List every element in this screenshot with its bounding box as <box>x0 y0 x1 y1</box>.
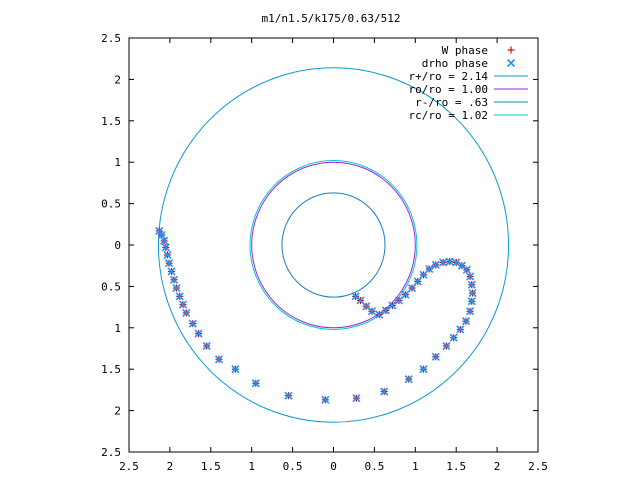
point-1-5 <box>165 259 174 268</box>
point-1-44 <box>401 290 410 299</box>
y-tick-label-6: 0.5 <box>101 280 121 293</box>
point-1-13 <box>194 329 203 338</box>
point-1-45 <box>394 296 404 305</box>
point-1-10 <box>178 300 188 309</box>
point-1-21 <box>380 387 389 396</box>
y-tick-label-2: 1.5 <box>101 115 121 128</box>
y-tick-label-4: 0.5 <box>101 198 121 211</box>
x-tick-label-6: 0.5 <box>364 460 384 473</box>
x-tick-label-0: 2.5 <box>119 460 139 473</box>
circle-2 <box>281 192 386 298</box>
legend-label-5: rc/ro = 1.02 <box>409 109 488 122</box>
point-1-32 <box>467 280 476 289</box>
point-1-25 <box>442 341 451 351</box>
point-1-47 <box>381 306 390 315</box>
point-1-41 <box>419 270 428 279</box>
legend-label-1: drho phase <box>422 57 488 70</box>
point-1-33 <box>466 272 475 281</box>
point-1-38 <box>439 258 448 267</box>
point-1-7 <box>169 275 179 284</box>
reference-circles <box>157 67 510 423</box>
circle-1 <box>251 161 416 329</box>
point-1-12 <box>188 319 197 328</box>
legend-marker-1 <box>506 58 516 68</box>
x-tick-label-7: 1 <box>412 460 419 473</box>
point-1-27 <box>456 325 465 334</box>
point-1-15 <box>214 355 224 364</box>
point-1-26 <box>449 333 458 342</box>
point-1-8 <box>172 283 181 293</box>
point-1-20 <box>352 394 361 403</box>
point-1-16 <box>231 365 240 374</box>
point-1-4 <box>163 250 172 260</box>
y-tick-label-10: 2.5 <box>101 446 121 459</box>
legend-label-2: r+/ro = 2.14 <box>409 70 489 83</box>
point-1-23 <box>419 365 428 374</box>
y-tick-label-8: 1.5 <box>101 363 121 376</box>
point-1-42 <box>413 277 422 286</box>
point-1-28 <box>461 317 471 326</box>
point-1-9 <box>175 292 184 301</box>
point-1-2 <box>160 236 169 245</box>
point-1-24 <box>431 352 440 361</box>
x-tick-label-3: 1 <box>248 460 255 473</box>
circle-3 <box>249 160 418 330</box>
point-1-11 <box>182 308 191 317</box>
point-1-48 <box>375 310 384 319</box>
x-tick-label-5: 0 <box>330 460 337 473</box>
point-1-43 <box>407 283 417 293</box>
legend-label-3: ro/ro = 1.00 <box>409 83 488 96</box>
point-1-31 <box>468 288 477 298</box>
axis-ticks: 2.5 2 1.5 1 0.5 0 0.5 1 1.5 2 2.52.521.510.500.511… <box>101 32 548 473</box>
point-1-37 <box>445 257 454 266</box>
point-1-3 <box>161 243 170 252</box>
x-tick-label-9: 2 <box>494 460 501 473</box>
point-1-22 <box>404 375 413 384</box>
point-1-19 <box>321 395 330 404</box>
x-tick-label-10: 2.5 <box>528 460 548 473</box>
point-1-39 <box>431 260 440 269</box>
point-1-46 <box>388 301 397 310</box>
point-1-1 <box>157 230 166 240</box>
y-tick-label-3: 1 <box>114 156 121 169</box>
circle-0 <box>157 67 510 423</box>
x-tick-label-4: 0.5 <box>283 460 303 473</box>
y-tick-label-1: 2 <box>114 73 121 86</box>
legend-label-4: r-/ro = .63 <box>415 96 488 109</box>
point-1-36 <box>452 258 461 267</box>
point-1-14 <box>202 341 211 351</box>
legend-label-0: W phase <box>442 44 488 57</box>
y-tick-label-0: 2.5 <box>101 32 121 45</box>
point-1-17 <box>251 379 260 388</box>
legend-marker-0 <box>507 46 515 54</box>
point-1-0 <box>155 226 164 235</box>
x-tick-label-8: 1.5 <box>446 460 466 473</box>
point-1-6 <box>167 267 176 276</box>
x-tick-label-1: 2 <box>167 460 174 473</box>
chart-title: m1/n1.5/k175/0.63/512 <box>261 12 400 25</box>
point-1-52 <box>351 292 360 301</box>
point-1-18 <box>284 391 293 400</box>
point-1-35 <box>457 261 466 270</box>
x-tick-label-2: 1.5 <box>201 460 221 473</box>
point-1-29 <box>466 307 475 316</box>
data-points <box>155 226 477 404</box>
point-1-30 <box>467 297 476 306</box>
y-tick-label-9: 2 <box>114 405 121 418</box>
y-tick-label-7: 1 <box>114 322 121 335</box>
y-tick-label-5: 0 <box>114 239 121 252</box>
